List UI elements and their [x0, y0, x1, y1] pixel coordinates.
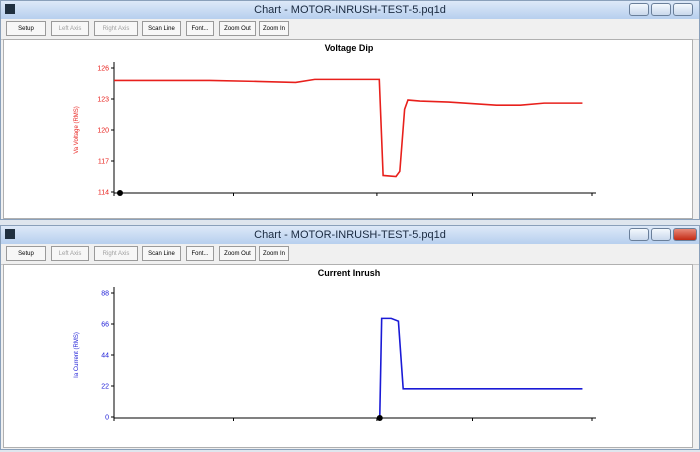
y-tick-label: 117: [98, 159, 109, 166]
chart-window: Chart - MOTOR-INRUSH-TEST-5.pq1d Setup Le…: [0, 225, 700, 450]
app-icon: [5, 229, 15, 239]
trigger-marker: [117, 190, 123, 196]
chart: Voltage Dip Va Voltage (RMS) 114 117 120 123 1…: [74, 43, 596, 197]
maximize-button[interactable]: [651, 3, 671, 16]
close-button[interactable]: [673, 3, 693, 16]
maximize-button[interactable]: [651, 228, 671, 241]
y-axis-label: Va Voltage (RMS): [74, 106, 80, 154]
minimize-button[interactable]: [629, 228, 649, 241]
minimize-button[interactable]: [629, 3, 649, 16]
toolbar-button[interactable]: Scan Line: [142, 21, 181, 36]
toolbar-button[interactable]: Font...: [186, 246, 214, 261]
y-tick-label: 66: [101, 322, 109, 329]
close-button[interactable]: [673, 228, 697, 241]
toolbar-button: Right Axis: [94, 21, 138, 36]
toolbar-button[interactable]: Zoom In: [259, 21, 289, 36]
toolbar-button: Left Axis: [51, 246, 89, 261]
y-tick-label: 120: [97, 128, 109, 135]
data-line: [378, 317, 583, 418]
y-tick-label: 114: [98, 190, 109, 197]
toolbar-button[interactable]: Zoom Out: [219, 246, 256, 261]
toolbar: Setup Left Axis Right Axis Scan Line Font...…: [1, 19, 699, 40]
data-line: [114, 78, 583, 178]
chart-window: Chart - MOTOR-INRUSH-TEST-5.pq1d Setup Le…: [0, 0, 700, 220]
window-title: Chart - MOTOR-INRUSH-TEST-5.pq1d: [254, 229, 446, 241]
app-icon: [5, 4, 15, 14]
chart-area: Voltage Dip Va Voltage (RMS) 114 117 120 123 1…: [3, 39, 693, 219]
y-tick-label: 0: [105, 415, 109, 422]
y-tick-label: 44: [101, 353, 109, 360]
toolbar-button[interactable]: Scan Line: [142, 246, 181, 261]
toolbar-button: Left Axis: [51, 21, 89, 36]
y-tick-label: 126: [97, 66, 109, 73]
y-tick-label: 22: [101, 384, 109, 391]
toolbar-button[interactable]: Zoom In: [259, 246, 289, 261]
trigger-marker: [376, 415, 383, 421]
chart: Current Inrush Ia Current (RMS) 0 22 44 66 88: [74, 268, 596, 422]
chart-title: Voltage Dip: [325, 43, 374, 53]
title-bar: Chart - MOTOR-INRUSH-TEST-5.pq1d: [1, 1, 699, 19]
toolbar-button[interactable]: Setup: [6, 21, 46, 36]
chart-area: Current Inrush Ia Current (RMS) 0 22 44 66 88: [3, 264, 693, 448]
window-title: Chart - MOTOR-INRUSH-TEST-5.pq1d: [254, 4, 446, 16]
y-tick-label: 88: [101, 291, 109, 298]
toolbar-button: Right Axis: [94, 246, 138, 261]
toolbar-button[interactable]: Zoom Out: [219, 21, 256, 36]
title-bar: Chart - MOTOR-INRUSH-TEST-5.pq1d: [1, 226, 699, 244]
chart-title: Current Inrush: [318, 268, 381, 278]
y-axis-label: Ia Current (RMS): [74, 332, 80, 378]
toolbar-button[interactable]: Font...: [186, 21, 214, 36]
toolbar: Setup Left Axis Right Axis Scan Line Font...…: [1, 244, 699, 265]
y-tick-label: 123: [97, 97, 109, 104]
toolbar-button[interactable]: Setup: [6, 246, 46, 261]
